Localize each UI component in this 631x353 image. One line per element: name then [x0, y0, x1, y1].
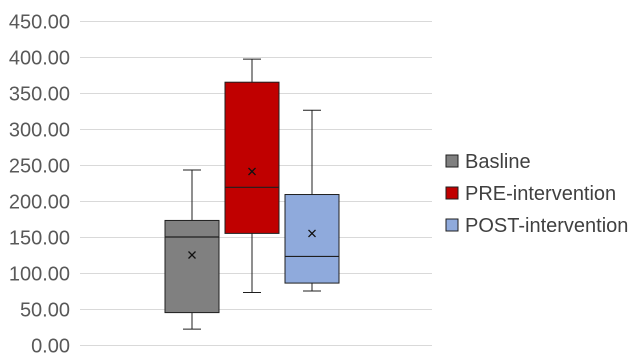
- y-tick-label: 0.00: [31, 336, 70, 353]
- legend-swatch: [445, 218, 459, 232]
- legend: Basline PRE-intervention POST-intervention: [445, 151, 628, 237]
- box-series: [164, 58, 340, 330]
- box-iqr: [284, 194, 340, 284]
- mean-marker: [188, 251, 196, 259]
- legend-label: Basline: [465, 151, 531, 173]
- box-iqr: [224, 81, 280, 234]
- legend-label: POST-intervention: [465, 215, 628, 237]
- mean-marker: [248, 167, 256, 176]
- y-tick-label: 300.00: [9, 120, 70, 142]
- y-tick-label: 350.00: [9, 84, 70, 106]
- box-basline: [164, 169, 220, 330]
- y-tick-label: 250.00: [9, 156, 70, 178]
- box-post-intervention: [284, 109, 340, 292]
- box-pre-intervention: [224, 58, 280, 293]
- y-tick-label: 200.00: [9, 192, 70, 214]
- y-tick-label: 100.00: [9, 264, 70, 286]
- legend-swatch: [445, 186, 459, 200]
- y-axis-tick-labels: 0.00 50.00 100.00 150.00 200.00 250.00 300.00 3…: [9, 12, 70, 353]
- y-tick-label: 150.00: [9, 228, 70, 250]
- y-tick-label: 50.00: [20, 300, 70, 322]
- y-tick-label: 450.00: [9, 12, 70, 34]
- legend-label: PRE-intervention: [465, 183, 616, 205]
- legend-swatch: [445, 154, 459, 168]
- mean-marker: [308, 229, 316, 238]
- box-iqr: [164, 219, 220, 314]
- y-tick-label: 400.00: [9, 48, 70, 70]
